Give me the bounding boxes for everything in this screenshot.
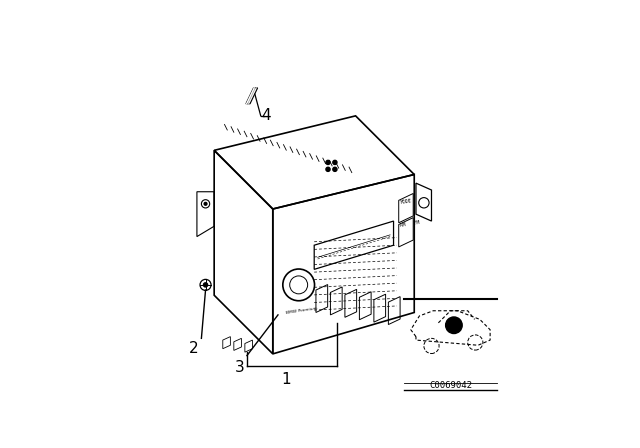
- Text: 4: 4: [261, 108, 271, 123]
- Text: BMW Premium: BMW Premium: [286, 306, 318, 315]
- Circle shape: [204, 202, 207, 205]
- Circle shape: [333, 160, 337, 164]
- Text: MODE: MODE: [400, 198, 412, 205]
- Circle shape: [204, 283, 207, 287]
- Circle shape: [445, 317, 462, 333]
- Circle shape: [326, 160, 330, 164]
- Text: 1: 1: [282, 372, 291, 387]
- Circle shape: [333, 167, 337, 172]
- Circle shape: [326, 167, 330, 172]
- Text: 3: 3: [235, 360, 245, 375]
- Text: 2: 2: [189, 341, 198, 356]
- Text: C0069042: C0069042: [429, 381, 472, 390]
- Polygon shape: [246, 88, 258, 104]
- Text: AM   FM: AM FM: [400, 220, 420, 228]
